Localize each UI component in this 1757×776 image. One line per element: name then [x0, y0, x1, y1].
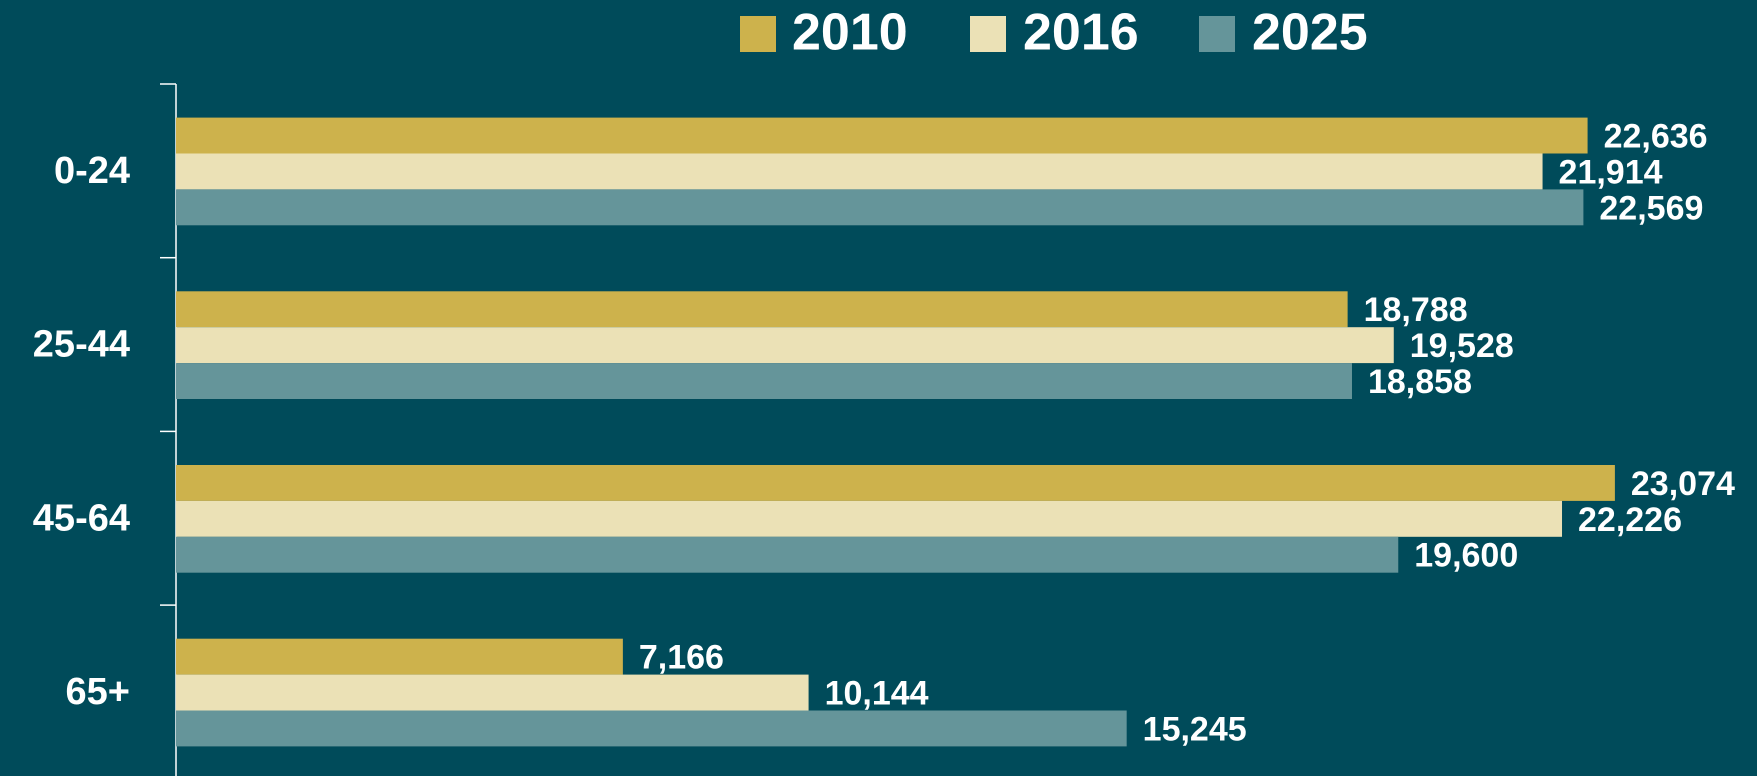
data-label: 21,914 [1559, 153, 1663, 191]
bar [176, 536, 1399, 573]
legend-swatch [740, 16, 776, 52]
data-label: 7,166 [639, 639, 724, 677]
legend-swatch [970, 16, 1006, 52]
data-label: 15,245 [1143, 710, 1247, 748]
bar [176, 363, 1352, 399]
y-tick-label: 0-24 [54, 150, 130, 192]
bar [176, 674, 809, 711]
legend-label: 2016 [1023, 4, 1139, 62]
legend-label: 2025 [1252, 4, 1368, 62]
data-label: 23,074 [1631, 465, 1735, 503]
data-label: 19,600 [1414, 537, 1518, 575]
y-tick-label: 65+ [66, 671, 130, 713]
data-label: 18,788 [1364, 291, 1468, 329]
bar [176, 327, 1394, 364]
bar [176, 500, 1563, 537]
bar [176, 117, 1588, 154]
bar [176, 465, 1615, 501]
data-label: 19,528 [1410, 327, 1514, 365]
bar [176, 291, 1348, 328]
y-tick-label: 25-44 [33, 324, 130, 366]
data-label: 22,636 [1604, 118, 1708, 156]
bar [176, 710, 1127, 747]
data-label: 22,569 [1599, 189, 1703, 227]
y-tick-label: 45-64 [33, 497, 130, 539]
data-label: 10,144 [825, 675, 929, 713]
legend-swatch [1199, 16, 1235, 52]
data-label: 22,226 [1578, 501, 1682, 539]
bar [176, 153, 1543, 190]
legend-label: 2010 [792, 4, 908, 62]
bar [176, 638, 623, 675]
bar [176, 189, 1584, 226]
data-label: 18,858 [1368, 363, 1472, 401]
